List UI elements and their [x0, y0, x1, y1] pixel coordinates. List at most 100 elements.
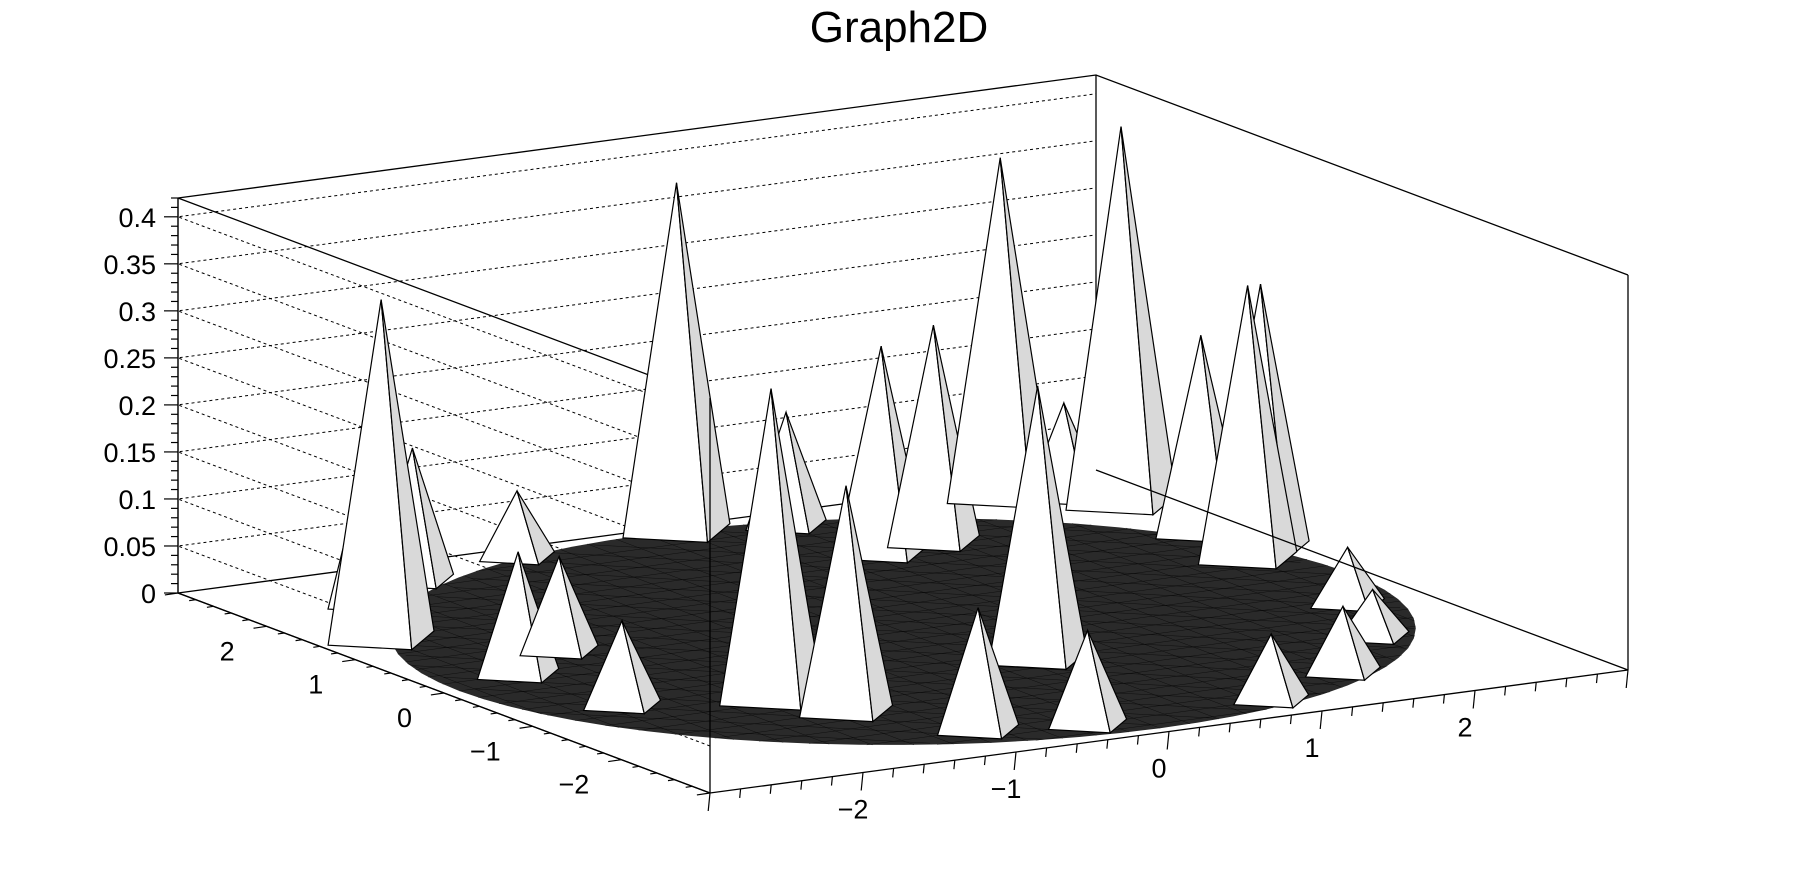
x-tick [1228, 723, 1231, 733]
x-tick [739, 788, 742, 798]
mesh-line [471, 578, 1415, 629]
z-axis: 0 0.05 0.1 0.15 0.2 0.25 0.3 0.35 0.4 [103, 197, 179, 609]
z-tick-label: 0.1 [118, 485, 156, 515]
x-axis: −2 −1 0 1 2 [707, 669, 1629, 825]
z-tick-label: 0.4 [118, 203, 156, 233]
x-tick [1013, 751, 1017, 771]
y-tick [519, 725, 533, 729]
chart-title: Graph2D [810, 3, 989, 52]
x-tick [1595, 674, 1598, 684]
spike-edge [517, 551, 543, 683]
y-tick [508, 719, 516, 722]
x-tick [1625, 669, 1629, 689]
x-tick-label: 1 [1304, 733, 1319, 763]
surface-spike [719, 388, 824, 712]
y-tick [596, 752, 604, 755]
z-tick-label: 0.35 [103, 250, 156, 280]
surface-spike [936, 607, 1020, 740]
z-tick-label: 0.3 [118, 297, 156, 327]
surface-spike [1232, 632, 1310, 709]
x-tick-label: −1 [991, 774, 1022, 804]
y-tick-label: 2 [220, 636, 235, 666]
mesh-line [436, 596, 1404, 649]
y-tick [685, 785, 693, 788]
y-tick [242, 619, 250, 622]
spike-edge [676, 182, 708, 543]
y-tick [579, 745, 586, 748]
mesh-line [488, 569, 1408, 619]
y-tick [189, 599, 196, 602]
mesh-line [530, 561, 1401, 609]
mesh-line [589, 544, 1363, 587]
y-tick-label: 1 [308, 670, 323, 700]
z-tick-label: 0.25 [103, 344, 156, 374]
x-tick [1045, 747, 1048, 757]
mesh-line [615, 726, 931, 744]
x-tick [1106, 739, 1109, 749]
y-tick [490, 712, 498, 715]
spike-edge [516, 490, 540, 565]
z-gridline [177, 140, 1097, 465]
y-tick [206, 605, 214, 608]
mesh-line [454, 587, 1397, 638]
y-tick [164, 592, 179, 596]
surface-spike [1065, 126, 1177, 517]
y-tick [419, 685, 427, 688]
x-tick [860, 772, 864, 791]
y-tick [543, 732, 551, 735]
surface-spike [1304, 604, 1382, 682]
surface-spikes [327, 126, 1410, 740]
surface-spike [519, 554, 599, 661]
mesh-line [933, 517, 1363, 680]
y-tick [384, 672, 391, 675]
x-tick [1319, 710, 1323, 730]
x-tick [1472, 690, 1476, 709]
y-tick [366, 665, 374, 668]
x-tick [922, 764, 925, 774]
y-tick-label: −2 [559, 770, 590, 800]
spike-edge [621, 620, 645, 714]
x-tick [1351, 706, 1354, 716]
y-tick [277, 632, 285, 635]
y-tick [342, 659, 356, 663]
frame-edge [177, 74, 1629, 399]
spike-edge [1087, 630, 1111, 733]
x-tick [800, 780, 803, 790]
x-tick [1565, 678, 1568, 688]
y-tick [224, 612, 232, 615]
y-tick [608, 759, 622, 763]
x-tick-label: 0 [1151, 754, 1166, 784]
y-tick [696, 792, 711, 796]
x-tick [983, 756, 986, 766]
z-tick-label: 0.05 [103, 532, 156, 562]
mesh-line [547, 552, 1394, 598]
x-tick [830, 776, 833, 786]
spike-edge [1342, 606, 1365, 681]
y-tick [330, 652, 338, 655]
y-tick [561, 739, 569, 742]
x-tick [1198, 727, 1201, 737]
x-tick [769, 784, 772, 794]
surface-spike [622, 182, 731, 544]
x-tick [953, 760, 956, 770]
spike-edge [1037, 385, 1067, 670]
x-tick [1166, 731, 1170, 750]
x-tick [1412, 698, 1415, 708]
y-tick-label: 0 [397, 703, 412, 733]
y-tick [430, 692, 445, 696]
y-tick [313, 645, 320, 648]
z-gridline [177, 93, 1097, 418]
x-tick [707, 792, 711, 812]
y-tick [472, 705, 480, 708]
x-tick [1534, 682, 1537, 692]
spike-edge [785, 412, 810, 534]
y-tick [650, 772, 657, 775]
surface-spike [987, 385, 1088, 671]
spike-edge [977, 607, 1003, 739]
y-axis: −2 −1 0 1 2 [164, 592, 711, 800]
spike-edge [999, 157, 1032, 508]
surface-spike [1197, 285, 1298, 571]
spike-edge [845, 485, 874, 722]
x-tick [1259, 719, 1262, 729]
